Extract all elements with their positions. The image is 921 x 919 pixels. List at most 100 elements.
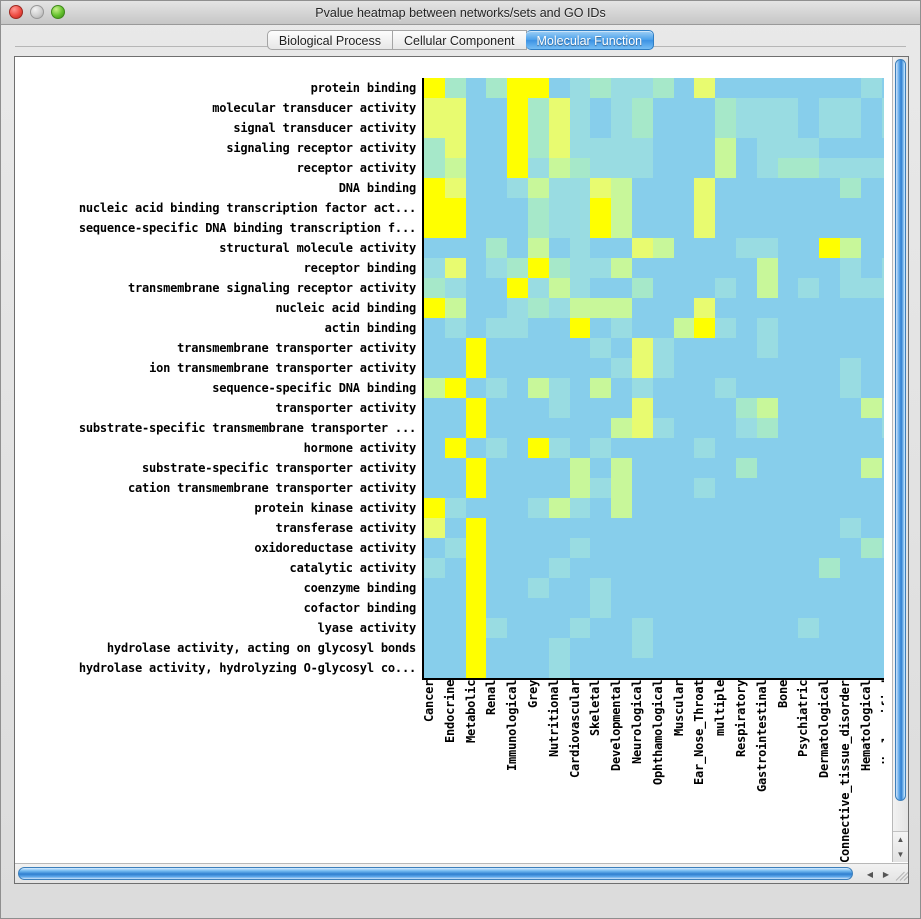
heatmap-cell[interactable]	[735, 558, 757, 578]
heatmap-cell[interactable]	[881, 398, 884, 418]
heatmap-cell[interactable]	[590, 178, 612, 198]
heatmap-cell[interactable]	[819, 178, 840, 198]
heatmap-cell[interactable]	[798, 398, 820, 418]
heatmap-cell[interactable]	[881, 378, 884, 398]
heatmap-cell[interactable]	[507, 598, 528, 618]
heatmap-cell[interactable]	[652, 618, 674, 638]
heatmap-cell[interactable]	[444, 178, 466, 198]
heatmap-cell[interactable]	[798, 658, 820, 678]
heatmap-cell[interactable]	[424, 138, 445, 158]
heatmap-cell[interactable]	[839, 618, 861, 638]
heatmap-cell[interactable]	[527, 438, 549, 458]
heatmap-cell[interactable]	[465, 198, 487, 218]
heatmap-cell[interactable]	[527, 518, 549, 538]
heatmap-cell[interactable]	[839, 318, 861, 338]
heatmap-cell[interactable]	[735, 318, 757, 338]
heatmap-cell[interactable]	[798, 478, 820, 498]
heatmap-cell[interactable]	[860, 558, 882, 578]
heatmap-cell[interactable]	[548, 378, 570, 398]
heatmap-cell[interactable]	[611, 558, 632, 578]
heatmap-cell[interactable]	[881, 98, 884, 118]
heatmap-cell[interactable]	[548, 338, 570, 358]
heatmap-cell[interactable]	[631, 178, 653, 198]
heatmap-cell[interactable]	[652, 478, 674, 498]
heatmap-cell[interactable]	[611, 578, 632, 598]
heatmap-cell[interactable]	[590, 378, 612, 398]
heatmap-cell[interactable]	[798, 258, 820, 278]
heatmap-cell[interactable]	[590, 238, 612, 258]
heatmap-cell[interactable]	[839, 438, 861, 458]
heatmap-cell[interactable]	[881, 258, 884, 278]
heatmap-cell[interactable]	[486, 458, 508, 478]
heatmap-cell[interactable]	[756, 278, 778, 298]
heatmap-cell[interactable]	[652, 278, 674, 298]
heatmap-cell[interactable]	[819, 598, 840, 618]
heatmap-cell[interactable]	[548, 438, 570, 458]
heatmap-cell[interactable]	[527, 98, 549, 118]
heatmap-cell[interactable]	[735, 478, 757, 498]
heatmap-cell[interactable]	[860, 118, 882, 138]
heatmap-cell[interactable]	[465, 598, 487, 618]
heatmap-cell[interactable]	[798, 538, 820, 558]
heatmap-cell[interactable]	[590, 478, 612, 498]
heatmap-cell[interactable]	[465, 118, 487, 138]
heatmap-cell[interactable]	[798, 298, 820, 318]
heatmap-cell[interactable]	[819, 198, 840, 218]
heatmap-cell[interactable]	[860, 518, 882, 538]
heatmap-cell[interactable]	[465, 318, 487, 338]
heatmap-cell[interactable]	[860, 158, 882, 178]
heatmap-cell[interactable]	[652, 198, 674, 218]
heatmap-cell[interactable]	[548, 578, 570, 598]
close-button[interactable]	[9, 5, 23, 19]
heatmap-cell[interactable]	[465, 358, 487, 378]
heatmap-cell[interactable]	[735, 98, 757, 118]
heatmap-cell[interactable]	[819, 558, 840, 578]
heatmap-cell[interactable]	[756, 578, 778, 598]
heatmap-cell[interactable]	[611, 598, 632, 618]
heatmap-cell[interactable]	[569, 178, 591, 198]
heatmap-cell[interactable]	[777, 118, 799, 138]
heatmap-cell[interactable]	[444, 578, 466, 598]
heatmap-cell[interactable]	[548, 598, 570, 618]
heatmap-cell[interactable]	[652, 318, 674, 338]
heatmap-cell[interactable]	[715, 318, 736, 338]
heatmap-cell[interactable]	[631, 158, 653, 178]
heatmap-cell[interactable]	[715, 338, 736, 358]
heatmap-cell[interactable]	[777, 218, 799, 238]
heatmap-cell[interactable]	[548, 178, 570, 198]
heatmap-cell[interactable]	[735, 238, 757, 258]
heatmap-cell[interactable]	[548, 558, 570, 578]
heatmap-cell[interactable]	[444, 478, 466, 498]
heatmap-cell[interactable]	[652, 398, 674, 418]
heatmap-cell[interactable]	[839, 198, 861, 218]
heatmap-cell[interactable]	[486, 278, 508, 298]
heatmap-cell[interactable]	[465, 338, 487, 358]
heatmap-cell[interactable]	[631, 258, 653, 278]
heatmap-cell[interactable]	[839, 398, 861, 418]
heatmap-cell[interactable]	[798, 138, 820, 158]
heatmap-cell[interactable]	[839, 238, 861, 258]
heatmap-cell[interactable]	[819, 438, 840, 458]
heatmap-cell[interactable]	[819, 298, 840, 318]
heatmap-cell[interactable]	[631, 138, 653, 158]
heatmap-cell[interactable]	[777, 598, 799, 618]
heatmap-cell[interactable]	[424, 338, 445, 358]
heatmap-cell[interactable]	[881, 238, 884, 258]
heatmap-cell[interactable]	[424, 238, 445, 258]
heatmap-cell[interactable]	[735, 378, 757, 398]
heatmap-cell[interactable]	[611, 78, 632, 98]
heatmap-cell[interactable]	[652, 298, 674, 318]
heatmap-cell[interactable]	[424, 578, 445, 598]
heatmap-cell[interactable]	[569, 78, 591, 98]
heatmap-cell[interactable]	[652, 378, 674, 398]
heatmap-cell[interactable]	[631, 558, 653, 578]
heatmap-cell[interactable]	[444, 558, 466, 578]
heatmap-cell[interactable]	[798, 618, 820, 638]
heatmap-cell[interactable]	[777, 238, 799, 258]
heatmap-cell[interactable]	[673, 278, 695, 298]
heatmap-cell[interactable]	[548, 398, 570, 418]
heatmap-cell[interactable]	[715, 478, 736, 498]
heatmap-cell[interactable]	[881, 658, 884, 678]
heatmap-cell[interactable]	[798, 278, 820, 298]
heatmap-cell[interactable]	[860, 598, 882, 618]
